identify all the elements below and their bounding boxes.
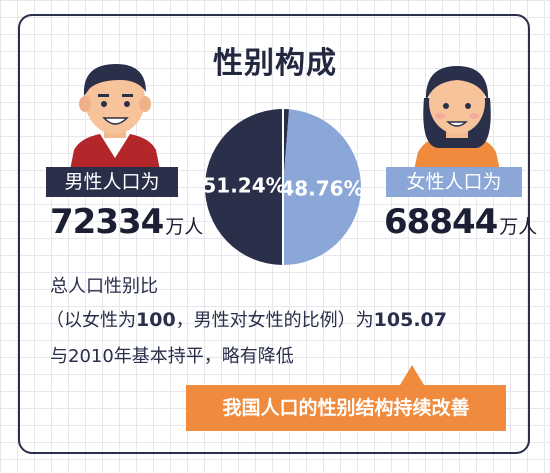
male-population-label: 男性人口为 xyxy=(46,167,178,197)
male-population-value: 72334 万人 xyxy=(50,202,203,242)
banner-pointer xyxy=(400,365,424,385)
ratio-line-1: 总人口性别比 xyxy=(50,276,158,297)
female-unit: 万人 xyxy=(499,216,538,238)
ratio-line-3: 与2010年基本持平，略有降低 xyxy=(50,346,294,367)
card-frame xyxy=(18,14,530,454)
chart-title: 性别构成 xyxy=(213,46,337,81)
ratio-mid: ，男性对女性的比例）为 xyxy=(175,310,374,331)
male-figure-illustration xyxy=(70,64,160,170)
female-count: 68844 xyxy=(384,202,498,242)
ratio-prefix: （以女性为 xyxy=(46,310,136,331)
pie-label-1: 48.76% xyxy=(280,177,363,201)
conclusion-banner: 我国人口的性别结构持续改善 xyxy=(186,385,506,431)
pie-slice-1 xyxy=(283,109,362,265)
male-count: 72334 xyxy=(50,202,164,242)
female-figure-illustration xyxy=(414,66,500,170)
ratio-value: 105.07 xyxy=(373,309,447,331)
ratio-base: 100 xyxy=(136,309,176,331)
female-population-value: 68844 万人 xyxy=(384,202,537,242)
ratio-line-2: （以女性为100，男性对女性的比例）为105.07 xyxy=(46,306,447,332)
male-unit: 万人 xyxy=(165,216,204,238)
female-population-label: 女性人口为 xyxy=(386,167,522,197)
pie-slice-0 xyxy=(205,109,290,265)
pie-label-0: 51.24% xyxy=(202,173,285,197)
